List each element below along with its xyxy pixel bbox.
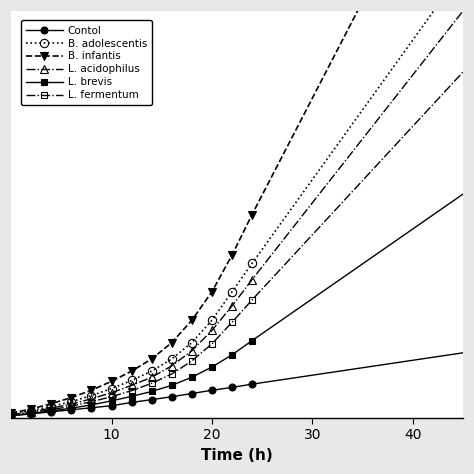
- Legend: Contol, B. adolescentis, B. infantis, L. acidophilus, L. brevis, L. fermentum: Contol, B. adolescentis, B. infantis, L.…: [21, 20, 152, 105]
- X-axis label: Time (h): Time (h): [201, 448, 273, 463]
